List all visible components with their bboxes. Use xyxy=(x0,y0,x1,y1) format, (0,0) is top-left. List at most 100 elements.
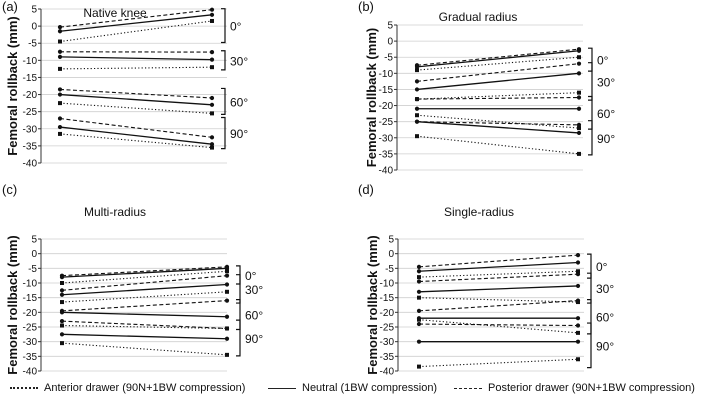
panel-4-tick-label: -10 xyxy=(380,279,395,290)
panel-4-point-square xyxy=(576,330,580,335)
panel-3-tick-label: -20 xyxy=(23,308,38,319)
panel-3-angle-bracket xyxy=(236,274,241,304)
panel-4-line-solid xyxy=(418,285,579,293)
panel-1-angle-label: 90° xyxy=(230,127,248,141)
panel-1-line-dashed xyxy=(59,88,213,99)
panel-1-point-square xyxy=(210,65,214,70)
panel-4-point-circle xyxy=(575,272,581,277)
legend-label-anterior-drawer: Anterior drawer (90N+1BW compression) xyxy=(44,382,246,394)
panel-1-tick-label: -35 xyxy=(23,141,38,152)
panel-1-point-circle xyxy=(57,116,63,121)
panel-4-point-circle xyxy=(575,283,581,289)
panel-1-tick-label: -30 xyxy=(23,124,38,135)
panel-3-line-dotted xyxy=(61,270,228,284)
panel-4-point-circle xyxy=(575,253,581,258)
panel-3-point-square xyxy=(225,352,229,357)
panel-3-line-solid xyxy=(61,311,228,318)
panel-1-point-square xyxy=(210,18,214,23)
panel-4-line-dotted xyxy=(418,270,579,278)
panel-2-angle-label: 0° xyxy=(597,54,609,68)
panel-1-point-circle xyxy=(209,7,215,12)
panel-3-tick-label: -35 xyxy=(23,352,38,363)
panel-2-point-circle xyxy=(414,87,420,92)
panel-3-angle-label: 30° xyxy=(245,283,263,297)
panel-1-tick-label: -40 xyxy=(23,159,38,170)
panel-4-point-circle xyxy=(416,308,422,313)
panel-3-angle-label: 90° xyxy=(245,332,263,346)
panel-4-angle-label: 60° xyxy=(596,311,614,325)
panel-4-point-square xyxy=(576,357,580,362)
panel-3-line-dashed xyxy=(61,266,228,277)
panel-1-label: (a) xyxy=(2,0,18,14)
panel-1-point-square xyxy=(58,39,62,44)
panel-2-line-solid xyxy=(416,50,580,68)
panel-1-point-square xyxy=(58,101,62,106)
panel-3-line-dashed xyxy=(61,300,228,312)
panel-4-angle-bracket xyxy=(587,253,592,279)
panel-1-point-circle xyxy=(209,57,215,62)
panel-4-line-dashed xyxy=(418,323,579,327)
panel-2-point-square xyxy=(577,151,581,156)
panel-3-line-dotted xyxy=(61,291,228,303)
panel-3-point-square xyxy=(60,281,64,285)
legend-item-posterior-drawer: Posterior drawer (90N+1BW compression) xyxy=(454,376,695,400)
panel-2-point-circle xyxy=(414,64,420,69)
panel-2-point-circle xyxy=(576,95,582,100)
panel-2-line-dotted xyxy=(416,135,580,155)
panel-3-point-square xyxy=(60,300,64,305)
panel-3-point-circle xyxy=(224,273,230,278)
panel-2-point-circle xyxy=(576,48,582,53)
panel-4-point-square xyxy=(417,295,421,300)
panel-4-point-circle xyxy=(416,269,422,274)
panel-1-point-square xyxy=(210,145,214,150)
panel-4-angle-bracket xyxy=(587,322,592,369)
panel-2-point-square xyxy=(415,113,419,118)
panel-1-angle-bracket xyxy=(221,87,226,115)
panel-2-point-circle xyxy=(576,106,582,111)
panel-1-tick-label: 0 xyxy=(31,22,37,33)
panel-4-point-circle xyxy=(575,316,581,321)
panel-2-line-solid xyxy=(416,72,580,91)
panel-3-angle-bracket xyxy=(236,299,241,331)
panel-2-tick-label: -10 xyxy=(379,69,394,80)
panel-4-point-square xyxy=(576,269,580,274)
panel-1-tick-label: -5 xyxy=(28,39,37,50)
panel-1-angle-label: 30° xyxy=(230,54,248,68)
panel-3-point-circle xyxy=(59,310,65,315)
panel-2-point-square xyxy=(415,134,419,139)
panel-4-angle-label: 90° xyxy=(596,339,614,353)
panel-2-point-square xyxy=(577,90,581,95)
panel-3-point-circle xyxy=(59,275,65,280)
legend-item-neutral: Neutral (1BW compression) xyxy=(268,376,437,400)
panel-3-tick-label: -15 xyxy=(23,293,38,304)
panel-2-point-square xyxy=(577,55,581,60)
panel-2-point-circle xyxy=(576,71,582,76)
panel-1-tick-label: -10 xyxy=(23,56,38,67)
panel-4-line-dotted xyxy=(418,319,579,334)
panel-3-point-circle xyxy=(59,288,65,293)
panel-4-point-circle xyxy=(575,260,581,265)
panel-4-line-dotted xyxy=(418,358,579,368)
panel-1-point-circle xyxy=(57,29,63,34)
panel-3-title: Multi-radius xyxy=(84,205,146,219)
panel-2-angle-bracket xyxy=(588,95,593,130)
panel-3-line-solid xyxy=(61,283,228,296)
panel-2-tick-label: -35 xyxy=(379,149,394,160)
panel-4-point-circle xyxy=(416,289,422,294)
panel-1-line-dotted xyxy=(59,102,213,114)
panel-2-point-circle xyxy=(576,61,582,66)
panel-4-point-circle xyxy=(416,264,422,269)
panel-1-point-circle xyxy=(209,12,215,17)
panel-1-line-solid xyxy=(59,126,213,145)
panel-4-title: Single-radius xyxy=(444,205,514,219)
panel-4-point-square xyxy=(417,275,421,280)
panel-2-angle-bracket xyxy=(588,47,593,72)
panel-3-point-square xyxy=(225,269,229,274)
panel-3-line-solid xyxy=(61,267,228,278)
panel-2-tick-label: -30 xyxy=(379,133,394,144)
legend-label-posterior-drawer: Posterior drawer (90N+1BW compression) xyxy=(488,382,695,394)
panel-3-angle-label: 60° xyxy=(245,309,263,323)
panel-3-point-circle xyxy=(59,319,65,324)
legend-swatch-dashed xyxy=(454,387,482,389)
